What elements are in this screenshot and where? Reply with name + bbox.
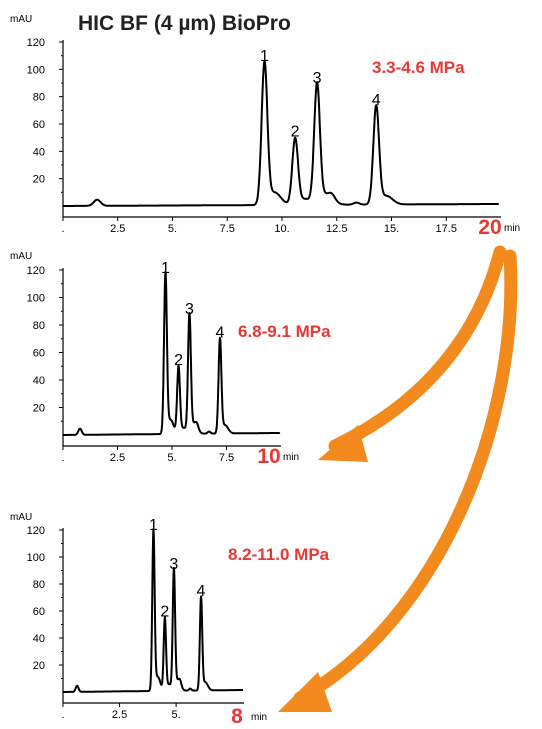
peak-label: 4 <box>197 583 206 600</box>
chromatogram-trace <box>62 528 244 693</box>
arrow-to-10min <box>328 245 507 453</box>
y-tick-label: 20 <box>33 174 45 186</box>
peak-label: 1 <box>161 260 170 277</box>
arrow-head-8min <box>278 672 332 712</box>
peak-label: 3 <box>185 301 194 318</box>
chromatogram-8min: mAU 20 40 60 80 100 120. 2.5 5. 1 2 3 4 8.2-11.0 MPa 8… <box>10 512 330 728</box>
y-tick-label: 40 <box>33 146 45 158</box>
x-tick-label: 12.5 <box>326 223 347 235</box>
peak-label: 3 <box>169 556 178 573</box>
x-tick-label: 5. <box>167 452 176 464</box>
x-tick-label: 15. <box>384 223 399 235</box>
peak-label: 1 <box>260 48 269 65</box>
y-tick-label: 60 <box>33 119 45 131</box>
y-unit-label: mAU <box>10 512 32 523</box>
y-tick-label: 120 <box>27 37 45 49</box>
run-time-unit: min <box>504 223 520 234</box>
y-tick-label: 80 <box>33 320 45 332</box>
pressure-label: 6.8-9.1 MPa <box>238 322 331 341</box>
x-tick-label: 2.5 <box>112 709 127 721</box>
y-unit-label: mAU <box>10 14 32 25</box>
arrow-head-10min <box>318 425 368 462</box>
x-tick-label: 5. <box>168 223 177 235</box>
figure-title: HIC BF (4 µm) BioPro <box>78 12 291 35</box>
x-tick-label: 7.5 <box>220 223 235 235</box>
speedup-arrows <box>278 245 518 712</box>
peak-label: 2 <box>160 603 169 620</box>
pressure-label: 8.2-11.0 MPa <box>228 545 330 564</box>
run-time-label: 20 <box>478 216 501 239</box>
y-tick-label: 40 <box>33 375 45 387</box>
x-tick-label: 5. <box>172 709 181 721</box>
x-tick-label: . <box>61 452 64 464</box>
run-time-label: 10 <box>257 445 280 468</box>
y-tick-label: 60 <box>33 606 45 618</box>
y-tick-label: 80 <box>33 579 45 591</box>
peak-label: 4 <box>372 92 381 109</box>
run-time-label: 8 <box>231 705 243 728</box>
pressure-label: 3.3-4.6 MPa <box>372 58 465 77</box>
y-tick-label: 120 <box>27 265 45 277</box>
run-time-unit: min <box>251 712 267 723</box>
y-tick-label: 100 <box>27 64 45 76</box>
x-tick-label: 2.5 <box>110 223 125 235</box>
peak-label: 3 <box>313 70 322 87</box>
peak-label: 4 <box>216 325 225 342</box>
y-tick-label: 60 <box>33 348 45 360</box>
y-tick-label: 20 <box>33 403 45 415</box>
x-tick-label: 2.5 <box>110 452 125 464</box>
run-time-unit: min <box>283 452 299 463</box>
x-tick-label: . <box>61 709 64 721</box>
y-tick-label: 100 <box>27 293 45 305</box>
peak-label: 1 <box>149 517 158 534</box>
y-tick-label: 120 <box>27 525 45 537</box>
x-tick-label: 7.5 <box>219 452 234 464</box>
x-tick-label: . <box>61 223 64 235</box>
y-tick-label: 20 <box>33 660 45 672</box>
y-unit-label: mAU <box>10 251 32 262</box>
arrow-to-8min <box>293 249 518 705</box>
peak-label: 2 <box>174 352 183 369</box>
chromatogram-trace <box>62 59 500 207</box>
y-tick-label: 40 <box>33 633 45 645</box>
chromatogram-10min: mAU 20 40 60 80 100 120. 2.5 5. 7.5 1 2 3 4 6.8-9.1 MP… <box>10 251 331 468</box>
y-tick-label: 100 <box>27 552 45 564</box>
y-tick-label: 80 <box>33 92 45 104</box>
chromatogram-trace <box>62 271 281 436</box>
peak-label: 2 <box>291 123 300 140</box>
x-tick-label: 17.5 <box>436 223 457 235</box>
x-tick-label: 10. <box>274 223 289 235</box>
